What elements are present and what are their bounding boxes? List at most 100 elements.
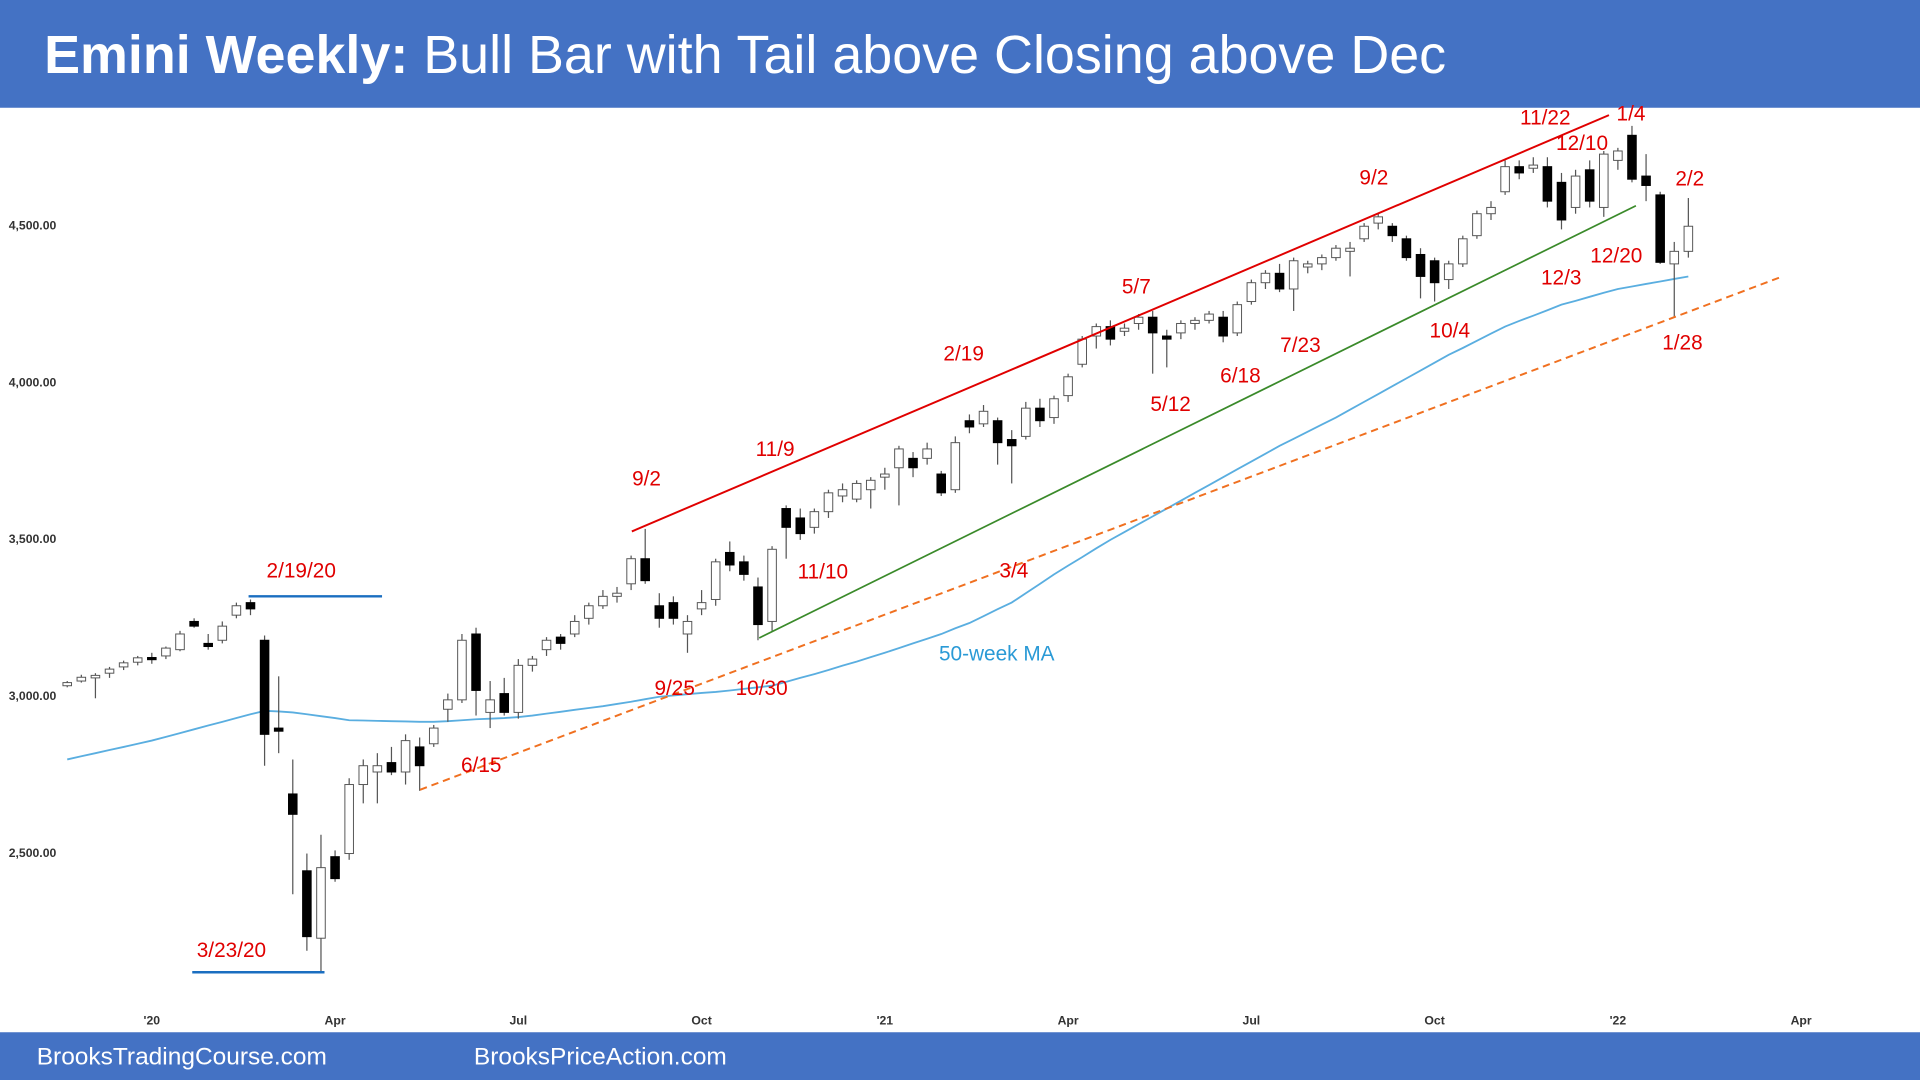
candle-body bbox=[245, 602, 256, 610]
annotation: 12/3 bbox=[1541, 267, 1581, 290]
candle-body bbox=[1401, 238, 1412, 259]
candle-body bbox=[1556, 181, 1567, 221]
candle-body bbox=[725, 551, 735, 566]
candle-body bbox=[541, 639, 552, 651]
moving-average bbox=[67, 275, 1689, 761]
annotation: 2/19/20 bbox=[267, 559, 336, 582]
candle-body bbox=[555, 636, 566, 644]
candle-body bbox=[865, 479, 876, 491]
candle-body bbox=[1570, 175, 1581, 208]
annotation: 2/19 bbox=[943, 343, 983, 366]
candle-body bbox=[1021, 407, 1031, 437]
candle-body bbox=[1077, 338, 1087, 365]
candle-body bbox=[908, 457, 918, 469]
annotation: 11/9 bbox=[756, 438, 795, 461]
candle-body bbox=[1429, 260, 1440, 284]
header-band bbox=[0, 0, 1920, 108]
annotation: 6/18 bbox=[1220, 365, 1260, 388]
annotation: 9/2 bbox=[1359, 166, 1388, 189]
annotation: 7/23 bbox=[1280, 334, 1320, 357]
candle-body bbox=[1641, 175, 1651, 186]
title-text: Bull Bar with Tail above Closing above D… bbox=[423, 25, 1446, 85]
candle-body bbox=[682, 620, 693, 635]
candle-body bbox=[837, 489, 848, 497]
candle-body bbox=[457, 639, 467, 701]
candle-body bbox=[710, 561, 721, 600]
candle-body bbox=[696, 602, 707, 610]
annotation: 3/23/20 bbox=[197, 939, 266, 962]
candle-body bbox=[612, 592, 622, 597]
candle-body bbox=[1500, 166, 1510, 193]
candle-body bbox=[217, 625, 228, 641]
title-lead: Emini Weekly: bbox=[44, 25, 408, 85]
annotation: 10/30 bbox=[736, 677, 788, 700]
candle-body bbox=[1345, 247, 1355, 252]
candle-body bbox=[1288, 260, 1299, 290]
annotation: 9/2 bbox=[632, 468, 661, 491]
candle-body bbox=[1373, 216, 1384, 224]
annotation: 11/10 bbox=[798, 561, 849, 584]
candle-body bbox=[203, 642, 213, 648]
candle-body bbox=[147, 657, 157, 661]
candle-body bbox=[400, 740, 411, 773]
x-tick-label: Oct bbox=[691, 1013, 711, 1027]
candle-body bbox=[485, 699, 495, 713]
footer-left: BrooksTradingCourse.com bbox=[37, 1043, 327, 1070]
candle-body bbox=[1274, 272, 1285, 290]
candle-body bbox=[1190, 319, 1200, 324]
candle-body bbox=[1443, 263, 1454, 281]
candle-body bbox=[569, 620, 580, 635]
candle-body bbox=[1514, 166, 1524, 174]
candle-body bbox=[922, 448, 932, 459]
candle-body bbox=[1176, 322, 1186, 334]
x-tick-label: Oct bbox=[1424, 1013, 1444, 1027]
x-tick-label: '21 bbox=[877, 1013, 894, 1027]
candle-body bbox=[1472, 213, 1482, 237]
x-tick-label: Apr bbox=[1791, 1013, 1812, 1027]
candle-body bbox=[1331, 247, 1341, 259]
candle-body bbox=[1232, 304, 1243, 334]
candle-body bbox=[1458, 238, 1468, 265]
trendline-mid bbox=[758, 204, 1637, 639]
candle-body bbox=[1599, 153, 1609, 208]
x-tick-label: '22 bbox=[1610, 1013, 1627, 1027]
x-tick-label: '20 bbox=[144, 1013, 161, 1027]
candle-body bbox=[823, 492, 834, 513]
candle-body bbox=[584, 605, 594, 619]
candle-body bbox=[1486, 206, 1496, 215]
candle-body bbox=[344, 784, 354, 855]
candle-body bbox=[767, 548, 777, 622]
candle-body bbox=[739, 561, 749, 575]
trendlines bbox=[192, 114, 1782, 974]
candle-body bbox=[1147, 316, 1158, 334]
candle-body bbox=[1359, 225, 1369, 240]
annotation: 6/15 bbox=[461, 754, 501, 777]
candle-body bbox=[978, 410, 989, 425]
candle-body bbox=[1627, 134, 1637, 180]
candle-body bbox=[1049, 398, 1059, 419]
annotation: 12/10 bbox=[1556, 132, 1608, 155]
candle-body bbox=[880, 473, 890, 478]
candle-body bbox=[781, 508, 791, 528]
candle-body bbox=[330, 856, 340, 880]
candle-body bbox=[316, 867, 326, 939]
candle-body bbox=[1006, 439, 1017, 447]
candle-body bbox=[1119, 327, 1130, 332]
candle-body bbox=[499, 693, 510, 713]
candle-body bbox=[1260, 272, 1271, 284]
candle-body bbox=[372, 765, 383, 773]
candle-body bbox=[1655, 194, 1665, 263]
candle-body bbox=[76, 676, 87, 682]
candle-body bbox=[1683, 225, 1694, 252]
annotation: 2/2 bbox=[1675, 168, 1704, 191]
ma-label: 50-week MA bbox=[939, 643, 1055, 666]
y-tick-label: 4,000.00 bbox=[9, 375, 57, 389]
candle-body bbox=[62, 682, 73, 687]
candle-body bbox=[132, 657, 143, 663]
y-tick-label: 2,500.00 bbox=[9, 846, 57, 860]
candle-body bbox=[1415, 253, 1426, 277]
candle-body bbox=[640, 558, 650, 582]
trendline-top bbox=[631, 114, 1610, 533]
candle-body bbox=[950, 442, 961, 491]
